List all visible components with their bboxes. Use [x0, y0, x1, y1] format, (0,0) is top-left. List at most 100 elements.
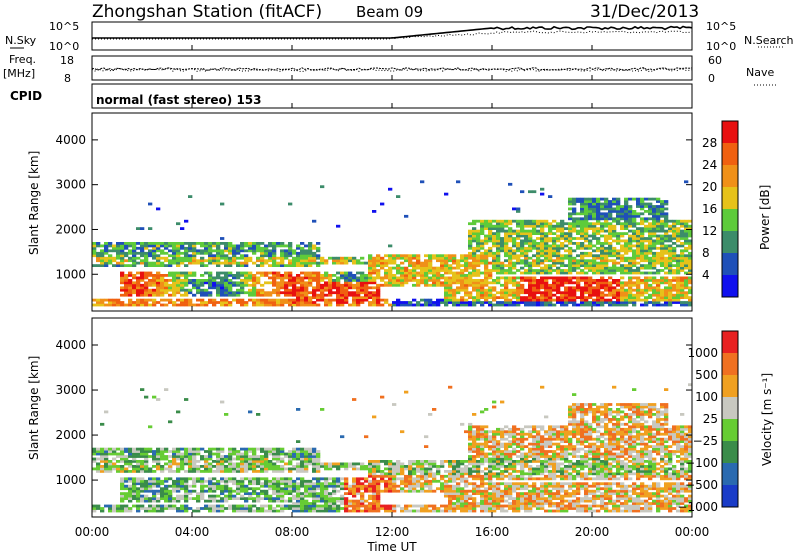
heatmap-cell: [304, 254, 309, 258]
heatmap-cell: [640, 244, 645, 248]
heatmap-cell: [540, 291, 545, 295]
heatmap-cell: [264, 497, 269, 500]
heatmap-cell: [288, 281, 293, 285]
heatmap-cell: [648, 286, 653, 290]
heatmap-cell: [600, 259, 605, 263]
heatmap-cell: [676, 227, 681, 230]
heatmap-cell: [476, 425, 481, 429]
heatmap-cell: [208, 251, 213, 255]
heatmap-cell: [672, 249, 677, 253]
heatmap-cell: [460, 288, 465, 292]
heatmap-cell: [640, 254, 645, 258]
heatmap-cell: [368, 479, 373, 483]
heatmap-cell: [212, 504, 217, 508]
heatmap-cell: [392, 477, 397, 481]
heatmap-cell: [468, 472, 473, 476]
heatmap-cell: [588, 214, 593, 218]
heatmap-cell: [304, 281, 309, 285]
heatmap-cell: [540, 234, 545, 238]
heatmap-cell: [176, 484, 181, 488]
heatmap-cell: [604, 281, 609, 285]
heatmap-cell: [508, 237, 513, 240]
heatmap-cell: [352, 492, 357, 495]
heatmap-cell: [268, 251, 273, 255]
heatmap-cell: [448, 470, 453, 473]
heatmap-cell: [572, 259, 577, 263]
heatmap-cell: [372, 487, 377, 491]
heatmap-cell: [184, 462, 189, 466]
heatmap-cell: [256, 303, 261, 307]
heatmap-cell: [636, 239, 641, 243]
heatmap-cell: [316, 452, 321, 456]
heatmap-cell: [584, 254, 589, 258]
heatmap-cell: [248, 460, 253, 463]
heatmap-cell: [144, 281, 149, 285]
heatmap-cell: [444, 271, 449, 275]
heatmap-cell: [608, 200, 613, 203]
heatmap-cell: [620, 303, 625, 307]
heatmap-cell: [376, 259, 381, 263]
heatmap-cell: [320, 185, 325, 189]
heatmap-cell: [152, 279, 157, 282]
heatmap-cell: [372, 259, 377, 263]
heatmap-cell: [236, 465, 241, 468]
heatmap-cell: [256, 487, 261, 491]
heatmap-cell: [472, 492, 477, 495]
heatmap-cell: [188, 298, 193, 302]
heatmap-cell: [432, 474, 437, 478]
heatmap-cell: [328, 465, 333, 468]
heatmap-cell: [656, 254, 661, 258]
heatmap-cell: [180, 507, 185, 510]
heatmap-cell: [580, 207, 585, 211]
heatmap-cell: [472, 266, 477, 270]
heatmap-cell: [136, 479, 141, 483]
heatmap-cell: [588, 212, 593, 216]
heatmap-cell: [668, 283, 673, 287]
heatmap-cell: [536, 229, 541, 233]
heatmap-cell: [172, 447, 177, 451]
heatmap-cell: [264, 460, 269, 463]
heatmap-cell: [688, 279, 693, 282]
heatmap-cell: [384, 264, 389, 267]
heatmap-cell: [188, 249, 193, 253]
heatmap-cell: [512, 237, 517, 240]
heatmap-cell: [132, 460, 137, 463]
heatmap-cell: [572, 217, 577, 221]
heatmap-cell: [152, 276, 157, 280]
heatmap-cell: [560, 237, 565, 240]
heatmap-cell: [420, 274, 425, 277]
heatmap-cell: [504, 298, 509, 302]
heatmap-cell: [656, 242, 661, 245]
heatmap-cell: [244, 492, 249, 495]
heatmap-cell: [632, 261, 637, 265]
heatmap-cell: [688, 219, 693, 223]
heatmap-cell: [488, 296, 493, 299]
station-title: Zhongshan Station (fitACF): [92, 2, 322, 22]
heatmap-cell: [348, 303, 353, 307]
heatmap-cell: [316, 467, 321, 471]
heatmap-cell: [264, 455, 269, 458]
heatmap-cell: [460, 477, 465, 481]
heatmap-cell: [368, 264, 373, 267]
heatmap-cell: [508, 259, 513, 263]
heatmap-cell: [496, 251, 501, 255]
heatmap-cell: [464, 460, 469, 463]
heatmap-cell: [160, 494, 165, 498]
heatmap-cell: [252, 279, 257, 282]
heatmap-cell: [356, 489, 361, 493]
heatmap-cell: [252, 293, 257, 297]
heatmap-cell: [464, 482, 469, 486]
heatmap-cell: [340, 293, 345, 297]
heatmap-cell: [156, 479, 161, 483]
heatmap-cell: [364, 261, 369, 265]
heatmap-cell: [92, 447, 97, 451]
heatmap-cell: [608, 283, 613, 287]
heatmap-cell: [532, 281, 537, 285]
nsky-label: N.Sky: [5, 34, 37, 47]
heatmap-cell: [104, 298, 109, 302]
heatmap-cell: [352, 398, 357, 401]
heatmap-cell: [672, 301, 677, 304]
heatmap-cell: [132, 249, 137, 253]
heatmap-cell: [624, 303, 629, 307]
heatmap-cell: [348, 281, 353, 285]
